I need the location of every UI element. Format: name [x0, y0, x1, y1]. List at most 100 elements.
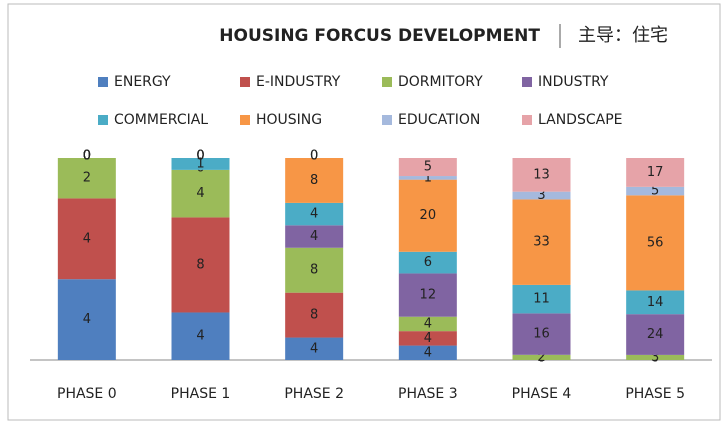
data-label: 5 [424, 160, 432, 175]
bar-segment [512, 191, 571, 200]
bar-segment [398, 345, 457, 360]
legend-swatch [382, 115, 392, 125]
data-label: 4 [424, 331, 432, 346]
legend-label: INDUSTRY [538, 74, 609, 90]
legend-swatch [240, 115, 250, 125]
data-label: 24 [647, 327, 664, 342]
data-label: 4 [424, 316, 432, 331]
data-label: 8 [310, 173, 318, 188]
bar-segment [285, 292, 344, 338]
bar-segment [398, 316, 457, 332]
x-tick-label: PHASE 3 [398, 386, 458, 402]
data-label: 11 [533, 292, 550, 307]
data-label: 4 [310, 229, 318, 244]
bar-segment [398, 176, 457, 180]
bar-segment [512, 199, 571, 285]
x-tick-label: PHASE 1 [171, 386, 231, 402]
bar-segment [398, 179, 457, 252]
data-label: 8 [310, 308, 318, 323]
data-label: 1 [196, 156, 204, 171]
chart-title: HOUSING FORCUS DEVELOPMENT [219, 26, 540, 46]
bar-segment [626, 314, 685, 355]
bar-segment [626, 290, 685, 315]
bar-segment [512, 354, 571, 360]
chart-subtitle: 主导：住宅 [578, 25, 668, 46]
data-label: 4 [196, 329, 204, 344]
bar-segment [171, 158, 230, 170]
data-label: 8 [310, 263, 318, 278]
legend-swatch [382, 77, 392, 87]
data-label: 1 [424, 170, 432, 185]
data-label: 4 [424, 345, 432, 360]
legend-swatch [98, 77, 108, 87]
data-label: 2 [83, 171, 91, 186]
bar-segment [285, 225, 344, 248]
bar-segment [57, 198, 116, 280]
data-label: 4 [83, 312, 91, 327]
data-label: 14 [647, 295, 664, 310]
data-label: 0 [196, 149, 204, 164]
data-label: 0 [83, 149, 91, 164]
legend-label: COMMERCIAL [114, 112, 208, 128]
legend-label: ENERGY [114, 74, 171, 90]
bar-segment [171, 217, 230, 313]
data-label: 56 [647, 235, 664, 250]
x-tick-label: PHASE 4 [512, 386, 572, 402]
data-label: 5 [651, 184, 659, 199]
data-label: 0 [310, 149, 318, 164]
data-label: 13 [533, 167, 550, 182]
data-label: 0 [196, 149, 204, 164]
legend-swatch [522, 77, 532, 87]
legend-label: LANDSCAPE [538, 112, 622, 128]
data-label: 0 [196, 149, 204, 164]
bar-segment [626, 158, 685, 187]
data-label: 3 [651, 350, 659, 365]
bar-segment [57, 279, 116, 360]
legend-swatch [240, 77, 250, 87]
x-tick-label: PHASE 0 [57, 386, 117, 402]
bar-segment [57, 158, 116, 199]
legend-swatch [98, 115, 108, 125]
data-label: 4 [310, 341, 318, 356]
chart-border [7, 3, 721, 421]
legend-label: DORMITORY [398, 74, 483, 90]
data-label: 8 [196, 257, 204, 272]
bar-segment [512, 313, 571, 355]
bar-segment [171, 169, 230, 218]
data-label: 12 [420, 288, 437, 303]
legend-label: EDUCATION [398, 112, 480, 128]
bar-segment [626, 354, 685, 360]
data-label: 20 [420, 208, 437, 223]
data-label: 0 [310, 149, 318, 164]
bar-segment [285, 337, 344, 360]
bar-segment [512, 284, 571, 314]
data-label: 0 [83, 149, 91, 164]
bar-segment [171, 312, 230, 360]
legend-label: HOUSING [256, 112, 322, 128]
bar-segment [398, 331, 457, 346]
data-label: 0 [83, 149, 91, 164]
bar-segment [398, 251, 457, 274]
bar-segment [285, 247, 344, 293]
bar-segment [285, 202, 344, 226]
data-label: 6 [424, 255, 432, 270]
bar-segment [626, 195, 685, 291]
data-label: 17 [647, 165, 664, 180]
x-tick-label: PHASE 5 [625, 386, 685, 402]
legend-label: E-INDUSTRY [256, 74, 341, 90]
bar-segment [398, 158, 457, 177]
bar-segment [512, 158, 571, 192]
data-label: 2 [537, 350, 545, 365]
data-label: 3 [537, 188, 545, 203]
bar-segment [398, 273, 457, 317]
bar-segment [626, 186, 685, 196]
x-tick-label: PHASE 2 [284, 386, 344, 402]
data-label: 0 [83, 149, 91, 164]
legend-swatch [522, 115, 532, 125]
data-label: 4 [310, 207, 318, 222]
data-label: 0 [83, 149, 91, 164]
data-label: 33 [533, 235, 550, 250]
bar-segment [285, 158, 344, 203]
